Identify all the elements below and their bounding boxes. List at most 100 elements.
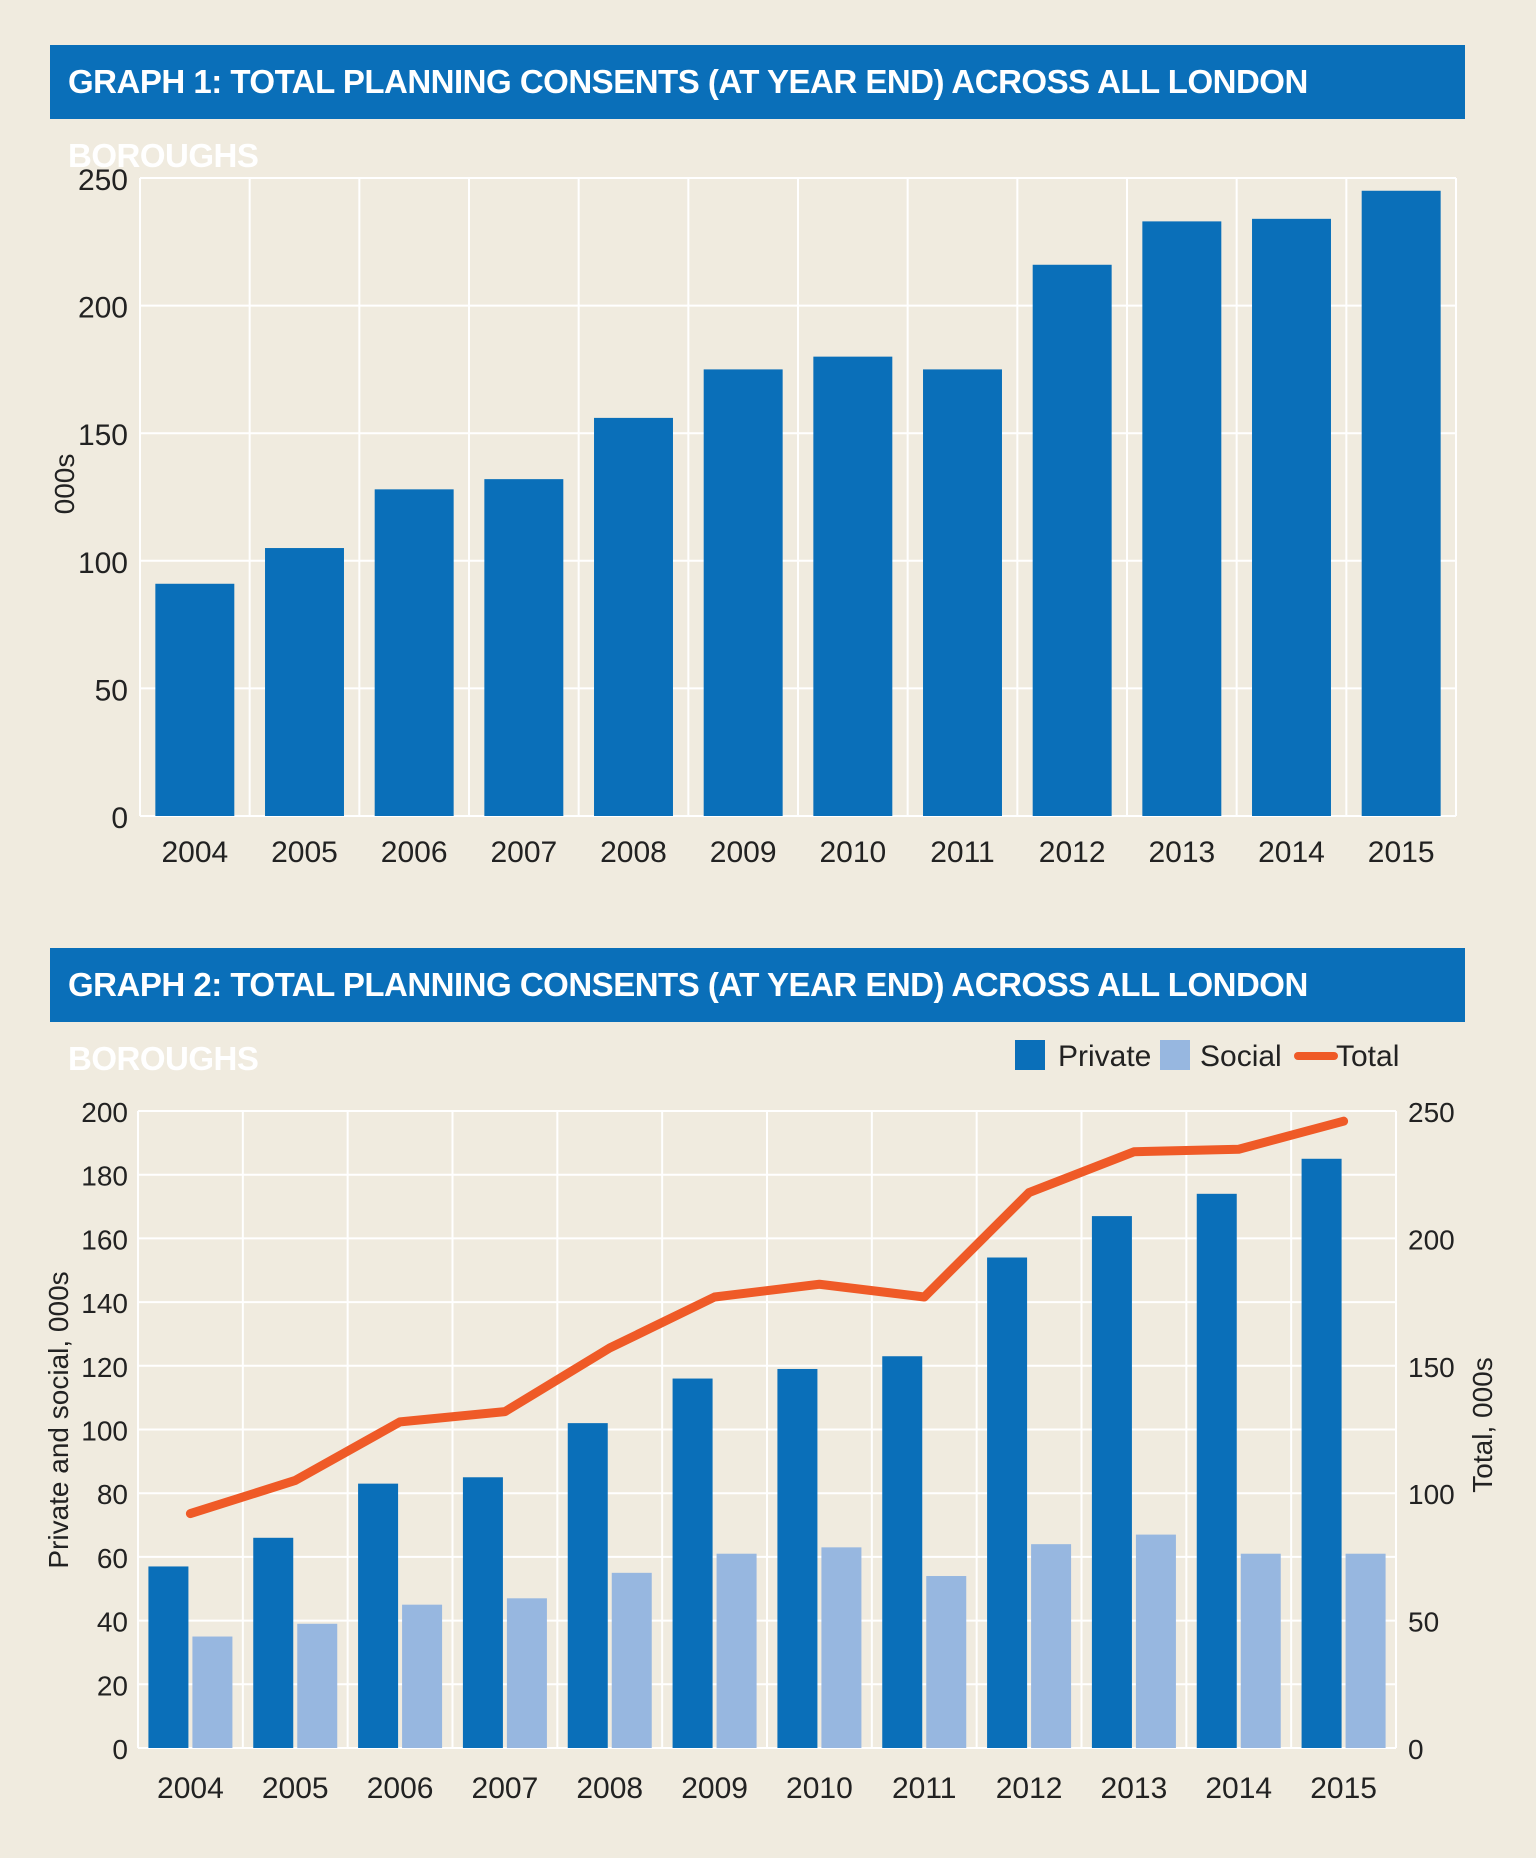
graph2-private-bar <box>148 1566 189 1748</box>
graph2-ytick-label: 0 <box>112 1734 128 1765</box>
graph2-y2tick-label: 200 <box>1408 1224 1455 1255</box>
graph2-social-bar <box>1240 1553 1281 1748</box>
graph1-bar <box>374 489 454 816</box>
graph2-ytick-label: 80 <box>97 1479 128 1510</box>
graph2-xtick-label: 2005 <box>262 1772 329 1805</box>
graph1-bar <box>265 548 344 816</box>
graph2-y2tick-label: 50 <box>1408 1607 1439 1638</box>
graph1-xtick-label: 2011 <box>930 836 995 869</box>
legend-private-swatch <box>1015 1040 1045 1070</box>
graph1-ytick-label: 50 <box>95 674 128 707</box>
graph2-total-line <box>185 1116 1349 1519</box>
graph1-ytick-label: 200 <box>78 292 128 325</box>
graph2-xtick-label: 2012 <box>996 1772 1063 1805</box>
graph2-xtick-label: 2007 <box>472 1772 539 1805</box>
graph2-y2label: Total, 000s <box>1467 1357 1498 1492</box>
graph1-xtick-label: 2012 <box>1039 836 1106 869</box>
graph1-bar <box>703 369 783 816</box>
graph2-ytick-label: 20 <box>97 1670 128 1701</box>
graph1-bar <box>813 356 893 816</box>
graph2-social-bar <box>506 1598 547 1748</box>
graph2-private-bar <box>462 1477 503 1748</box>
graph1-xtick-label: 2009 <box>710 836 777 869</box>
graph1-xtick-label: 2010 <box>819 836 886 869</box>
graph2-social-bar <box>821 1547 862 1748</box>
graph2-private-bar <box>672 1378 713 1748</box>
graph2-xtick-label: 2014 <box>1205 1772 1272 1805</box>
graph2-ytick-label: 100 <box>81 1416 128 1447</box>
graph1-bar <box>594 417 673 816</box>
graph1-xtick-label: 2015 <box>1368 836 1435 869</box>
graph1-title: GRAPH 1: TOTAL PLANNING CONSENTS (AT YEA… <box>68 63 1308 174</box>
graph2-private-bar <box>1091 1216 1132 1748</box>
graph2-y2tick-label: 250 <box>1408 1097 1455 1128</box>
graph2-xtick-label: 2008 <box>576 1772 643 1805</box>
graph1-bar <box>1361 190 1441 816</box>
graph1-xtick-label: 2004 <box>161 836 228 869</box>
graph2-ytick-label: 40 <box>97 1607 128 1638</box>
graph1-ytick-label: 150 <box>78 419 128 452</box>
graph2-social-bar <box>192 1636 233 1748</box>
graph2-social-bar <box>1031 1544 1072 1748</box>
graph1-bar <box>1142 221 1222 816</box>
graph2-social-bar <box>1345 1553 1386 1748</box>
graph2-social-bar <box>926 1576 967 1748</box>
graph2-social-bar <box>1135 1534 1176 1748</box>
graph2-private-bar <box>987 1257 1028 1748</box>
graph2-ytick-label: 120 <box>81 1352 128 1383</box>
graph2-ytick-label: 200 <box>81 1097 128 1128</box>
graph1-bar <box>155 583 235 816</box>
graph2-grid <box>137 1110 1397 1749</box>
graph1-title-banner: GRAPH 1: TOTAL PLANNING CONSENTS (AT YEA… <box>50 45 1465 174</box>
graph1-xtick-label: 2013 <box>1148 836 1215 869</box>
graph2-xtick-label: 2011 <box>892 1772 957 1805</box>
graph2-ytick-label: 160 <box>81 1224 128 1255</box>
graph1-bar <box>484 479 564 816</box>
graph2-title-banner: GRAPH 2: TOTAL PLANNING CONSENTS (AT YEA… <box>50 948 1465 1077</box>
graph2-private-bar <box>1301 1158 1342 1748</box>
graph1-xtick-label: 2006 <box>381 836 448 869</box>
graph1-xtick-label: 2005 <box>271 836 338 869</box>
graph2-ytick-label: 180 <box>81 1161 128 1192</box>
graph1-xtick-label: 2014 <box>1258 836 1325 869</box>
legend-social-swatch <box>1160 1040 1190 1070</box>
graph2-xtick-label: 2004 <box>157 1772 224 1805</box>
graph1-xtick-label: 2007 <box>490 836 557 869</box>
graph2-y2tick-label: 100 <box>1408 1479 1455 1510</box>
graph1-ytick-label: 100 <box>78 547 128 580</box>
legend-social-label: Social <box>1200 1040 1282 1073</box>
graph2-title: GRAPH 2: TOTAL PLANNING CONSENTS (AT YEA… <box>68 966 1308 1077</box>
graph1-xtick-label: 2008 <box>600 836 667 869</box>
graph2-private-bar <box>882 1356 923 1748</box>
graph1-grid <box>139 177 1457 817</box>
graph2-ytick-label: 60 <box>97 1543 128 1574</box>
legend-private-label: Private <box>1058 1040 1151 1073</box>
graph2-y2tick-label: 150 <box>1408 1352 1455 1383</box>
graph2-private-bar <box>777 1368 818 1748</box>
graph2-social-bar <box>611 1572 652 1748</box>
graph2-xtick-label: 2013 <box>1101 1772 1168 1805</box>
graph1-ytick-label: 250 <box>78 164 128 197</box>
graph1-ytick-label: 0 <box>111 802 128 835</box>
graph2-xtick-label: 2010 <box>786 1772 853 1805</box>
graph1-bar <box>923 369 1002 816</box>
graph2-social-bar <box>297 1623 338 1748</box>
graph1-ylabel: 000s <box>49 454 80 515</box>
graph2-private-bar <box>253 1537 294 1748</box>
graph2-ylabel: Private and social, 000s <box>43 1271 74 1568</box>
graph1-chart: 0 50 100 150 200 250 2004 2005 2006 2007 2008 2009 2… <box>49 164 1457 869</box>
graph2-y2tick-label: 0 <box>1408 1734 1424 1765</box>
graph2-xtick-label: 2015 <box>1310 1772 1377 1805</box>
graph2-xtick-label: 2009 <box>681 1772 748 1805</box>
graph2-social-bar <box>402 1604 443 1748</box>
graph2-private-bar <box>358 1483 399 1748</box>
graph2-private-bar <box>1196 1193 1237 1748</box>
graph1-bar <box>1252 218 1331 816</box>
graph2-xtick-label: 2006 <box>367 1772 434 1805</box>
graph1-bar <box>1032 264 1112 816</box>
graph2-private-bar <box>567 1423 608 1748</box>
graph2-social-bar <box>716 1553 757 1748</box>
graph2-legend: Private Social Total <box>1015 1040 1399 1073</box>
graph2-ytick-label: 140 <box>81 1288 128 1319</box>
